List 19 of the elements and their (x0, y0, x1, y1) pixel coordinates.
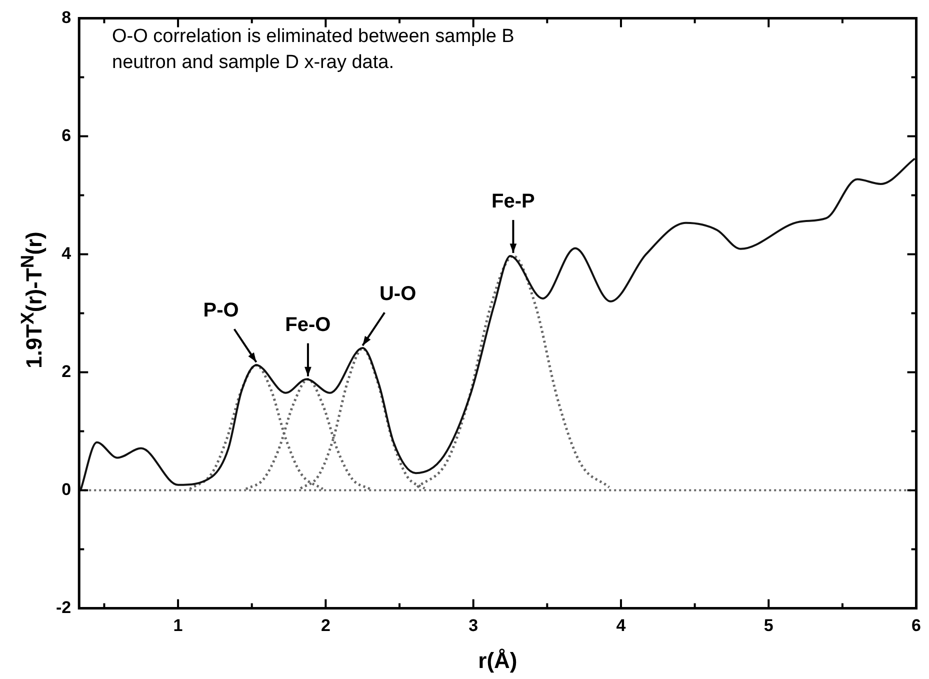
line-series (80, 158, 916, 492)
y-tick-label: 2 (62, 362, 72, 381)
annotation: Fe-O (285, 314, 331, 336)
y-tick-label: 8 (62, 8, 72, 27)
annotation: U-O (379, 283, 416, 306)
annotation: P-O (203, 300, 239, 322)
annotation: O-O correlation is eliminated between sample B neutron and sample D x-ray data. (112, 25, 516, 75)
x-tick-label: 6 (912, 616, 922, 636)
annotation: Fe-P (492, 190, 535, 212)
x-tick-label: 5 (764, 616, 774, 636)
y-tick-label: -2 (56, 598, 72, 617)
x-tick-label: 2 (320, 616, 330, 636)
y-tick-label: 0 (62, 480, 72, 499)
x-tick-label: 4 (616, 616, 626, 636)
x-axis-title: r(Å) (478, 648, 518, 673)
y-tick-label: 6 (62, 126, 72, 145)
x-tick-label: 3 (468, 616, 478, 636)
x-tick-label: 1 (173, 616, 183, 636)
y-tick-label: 4 (62, 244, 72, 263)
